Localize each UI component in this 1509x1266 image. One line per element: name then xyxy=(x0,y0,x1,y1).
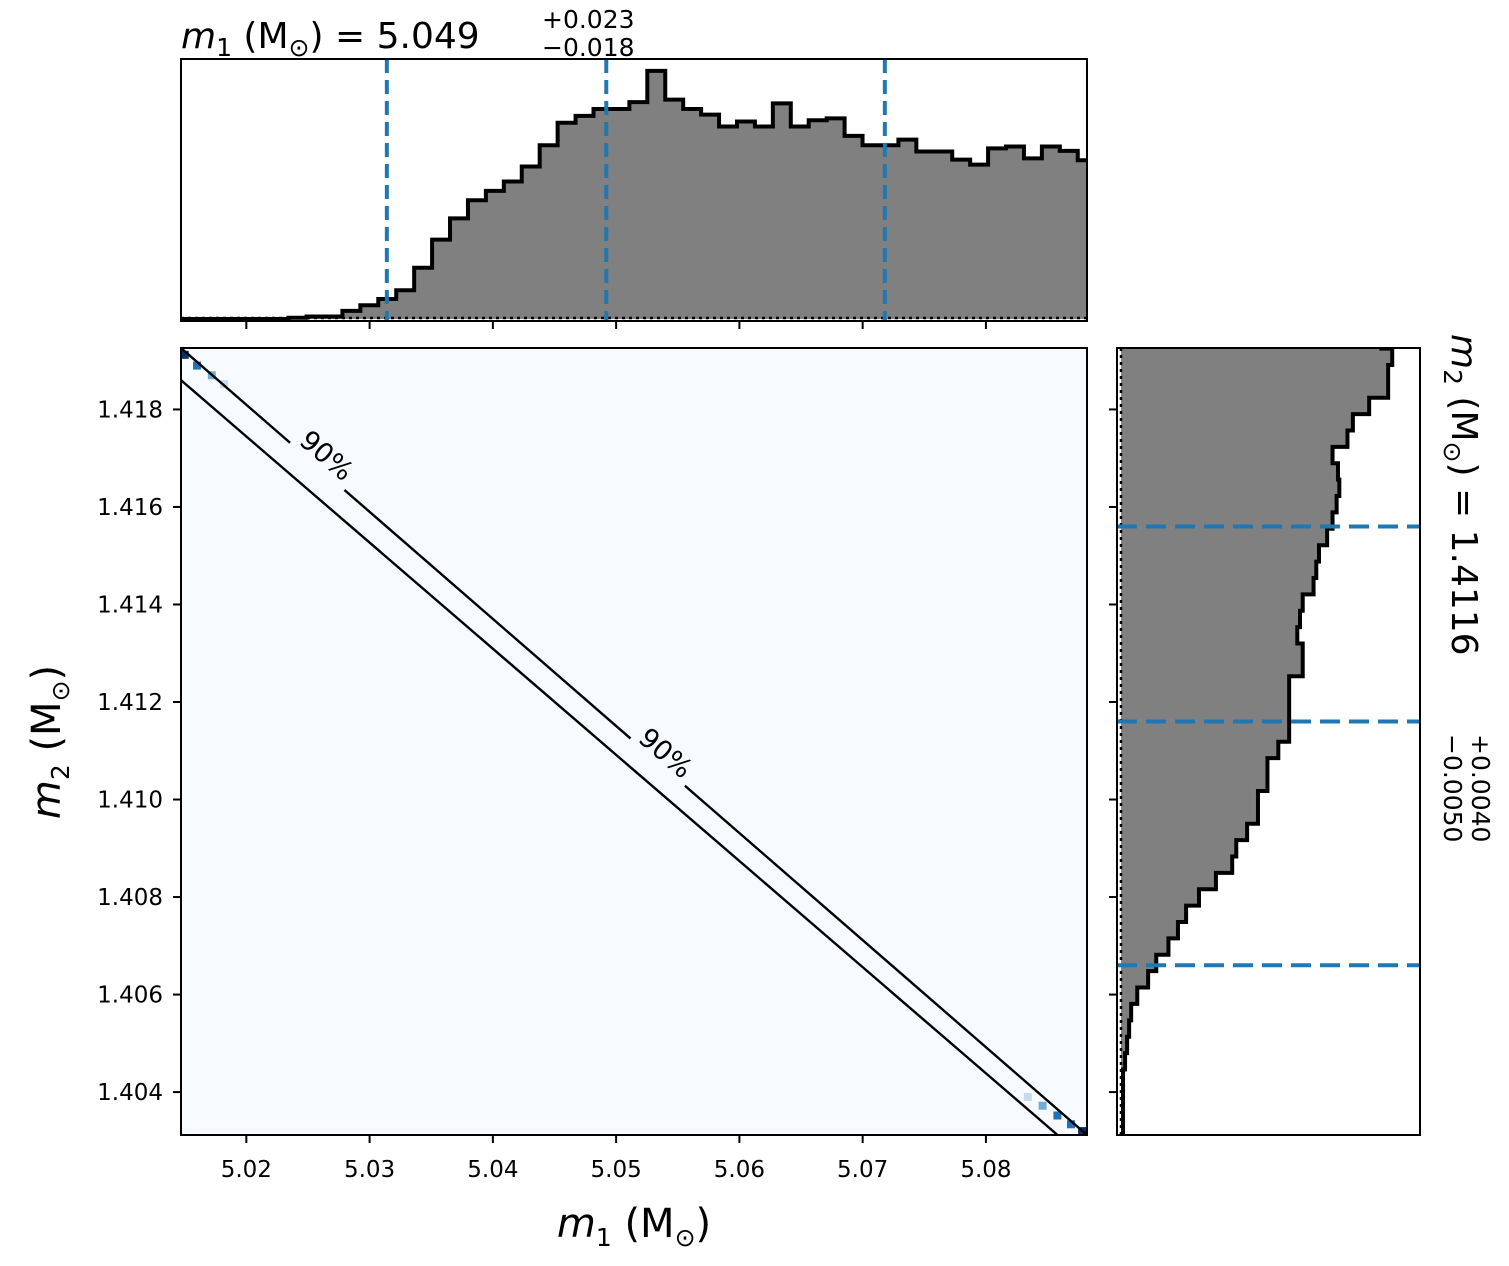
top-title-sub: 1 xyxy=(216,33,232,62)
right-title-minus: −0.0050 xyxy=(1438,734,1467,842)
y-axis-label-unit-sub: ⊙ xyxy=(46,680,75,701)
y-tick-label-4: 1.412 xyxy=(97,690,163,716)
y-tick-label-2: 1.408 xyxy=(97,885,163,911)
y-tick-label-5: 1.414 xyxy=(97,592,163,618)
joint-panel: 90%90% 5.02 5.03 5.04 5.05 5.06 5.07 5.08 1.40… xyxy=(24,347,1088,1252)
svg-text:m2 (M⊙) = 1.4116: m2 (M⊙) = 1.4116 xyxy=(1438,334,1484,656)
y-tick-label-1: 1.406 xyxy=(97,983,163,1009)
y-axis-label: m2 (M⊙) xyxy=(24,665,75,819)
top-marginal-panel: m1 (M⊙) = 5.049 +0.023 −0.018 xyxy=(180,5,1088,329)
x-tick-label-1: 5.03 xyxy=(344,1157,395,1183)
density-cell-4 xyxy=(1023,1092,1032,1101)
top-title-unit-sub: ⊙ xyxy=(289,33,310,62)
x-axis-label-unit: (M xyxy=(612,1201,675,1247)
x-axis-label-sub: 1 xyxy=(596,1223,612,1252)
x-axis-ticks: 5.02 5.03 5.04 5.05 5.06 5.07 5.08 xyxy=(221,1135,1012,1183)
x-axis-label-unit-sub: ⊙ xyxy=(675,1223,696,1252)
x-tick-label-4: 5.06 xyxy=(714,1157,765,1183)
y-tick-label-3: 1.410 xyxy=(97,788,163,814)
x-tick-label-0: 5.02 xyxy=(221,1157,272,1183)
right-histogram-outline xyxy=(1121,348,1395,1135)
y-axis-label-close: ) xyxy=(24,665,70,681)
x-axis-label-var: m xyxy=(557,1201,596,1247)
y-tick-label-0: 1.404 xyxy=(97,1080,163,1106)
right-panel-frame xyxy=(1116,347,1421,1136)
top-quantile-lines xyxy=(384,59,887,321)
y-axis-ticks: 1.404 1.406 1.408 1.410 1.412 1.414 1.416 1.418 xyxy=(97,397,181,1106)
right-quantile-lines xyxy=(1117,524,1420,968)
contour-line-1 xyxy=(181,379,1060,1135)
contour-label-gap-1 xyxy=(627,717,704,789)
density-cell-0 xyxy=(181,350,189,359)
right-y-ticks xyxy=(1109,408,1117,1094)
top-title-plus: +0.023 xyxy=(542,5,635,34)
density-cell-1 xyxy=(193,361,202,370)
top-histogram-outline xyxy=(181,68,1087,321)
density-cell-7 xyxy=(1066,1120,1075,1129)
top-panel-frame xyxy=(180,58,1088,322)
top-title-value: ) = 5.049 xyxy=(310,16,480,57)
y-axis-label-sub: 2 xyxy=(46,764,75,780)
joint-panel-frame xyxy=(180,347,1088,1136)
y-tick-label-6: 1.416 xyxy=(97,495,163,521)
y-axis-label-unit: (M xyxy=(24,701,70,764)
y-axis-label-var: m xyxy=(24,780,70,819)
top-title-var: m xyxy=(181,16,216,57)
right-title: m2 (M⊙) = 1.4116 +0.0040 −0.0050 xyxy=(1438,334,1495,842)
top-title-unit: (M xyxy=(232,16,289,57)
right-title-unit: (M xyxy=(1443,385,1484,442)
x-tick-label-3: 5.05 xyxy=(591,1157,642,1183)
x-axis-label: m1 (M⊙) xyxy=(557,1201,711,1252)
top-title-minus: −0.018 xyxy=(542,33,635,62)
right-title-plus: +0.0040 xyxy=(1466,734,1495,842)
density-cell-6 xyxy=(1053,1111,1062,1120)
right-title-var: m xyxy=(1443,334,1484,369)
contour-label-gap-0 xyxy=(288,420,365,492)
x-tick-label-6: 5.08 xyxy=(960,1157,1011,1183)
top-histogram-fill xyxy=(181,70,1087,319)
x-tick-label-5: 5.07 xyxy=(837,1157,888,1183)
right-title-sub: 2 xyxy=(1438,369,1467,385)
density-cell-5 xyxy=(1038,1101,1047,1110)
top-x-ticks xyxy=(245,321,987,329)
x-axis-label-close: ) xyxy=(696,1201,712,1247)
right-title-unit-sub: ⊙ xyxy=(1438,442,1467,463)
x-tick-label-2: 5.04 xyxy=(467,1157,518,1183)
top-title: m1 (M⊙) = 5.049 xyxy=(181,16,480,62)
right-marginal-panel: m2 (M⊙) = 1.4116 +0.0040 −0.0050 xyxy=(1109,334,1495,1136)
right-title-value: ) = 1.4116 xyxy=(1443,463,1484,656)
y-tick-label-7: 1.418 xyxy=(97,397,163,423)
